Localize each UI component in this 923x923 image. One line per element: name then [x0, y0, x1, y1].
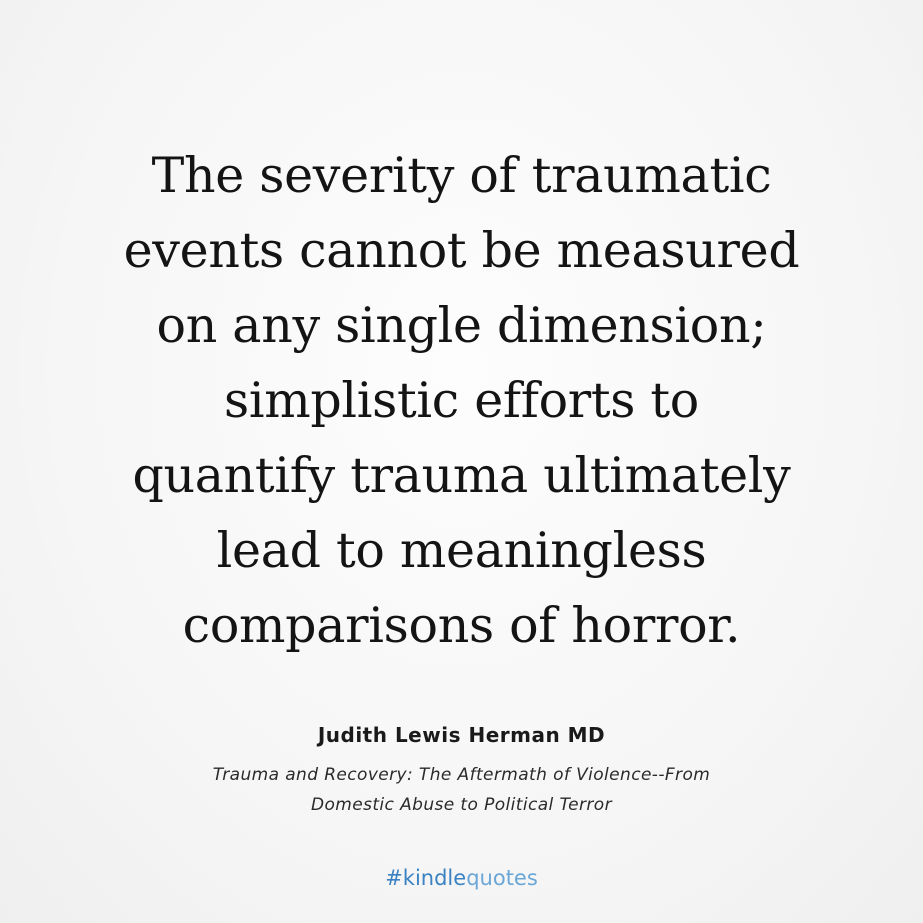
quote-line: simplistic efforts to — [223, 372, 699, 429]
quote-line: events cannot be measured — [123, 222, 800, 279]
book-title-line: Trauma and Recovery: The Aftermath of Vi… — [212, 765, 711, 785]
hashtag-prefix: #kindle — [385, 866, 467, 890]
quote-line: lead to meaningless — [216, 522, 707, 579]
quote-line: quantify trauma ultimately — [132, 447, 791, 504]
hashtag-suffix: quotes — [466, 866, 538, 890]
quote-line: comparisons of horror. — [182, 597, 741, 654]
quote-line: on any single dimension; — [156, 297, 767, 354]
author-name: Judith Lewis Herman MD — [317, 723, 606, 747]
kindle-quotes-hashtag: #kindlequotes — [0, 866, 923, 890]
quote-line: The severity of traumatic — [151, 147, 772, 204]
book-title-line: Domestic Abuse to Political Terror — [311, 795, 612, 815]
book-title: Trauma and Recovery: The Aftermath of Vi… — [60, 760, 863, 820]
quote-text: The severity of traumatic events cannot … — [40, 138, 883, 663]
